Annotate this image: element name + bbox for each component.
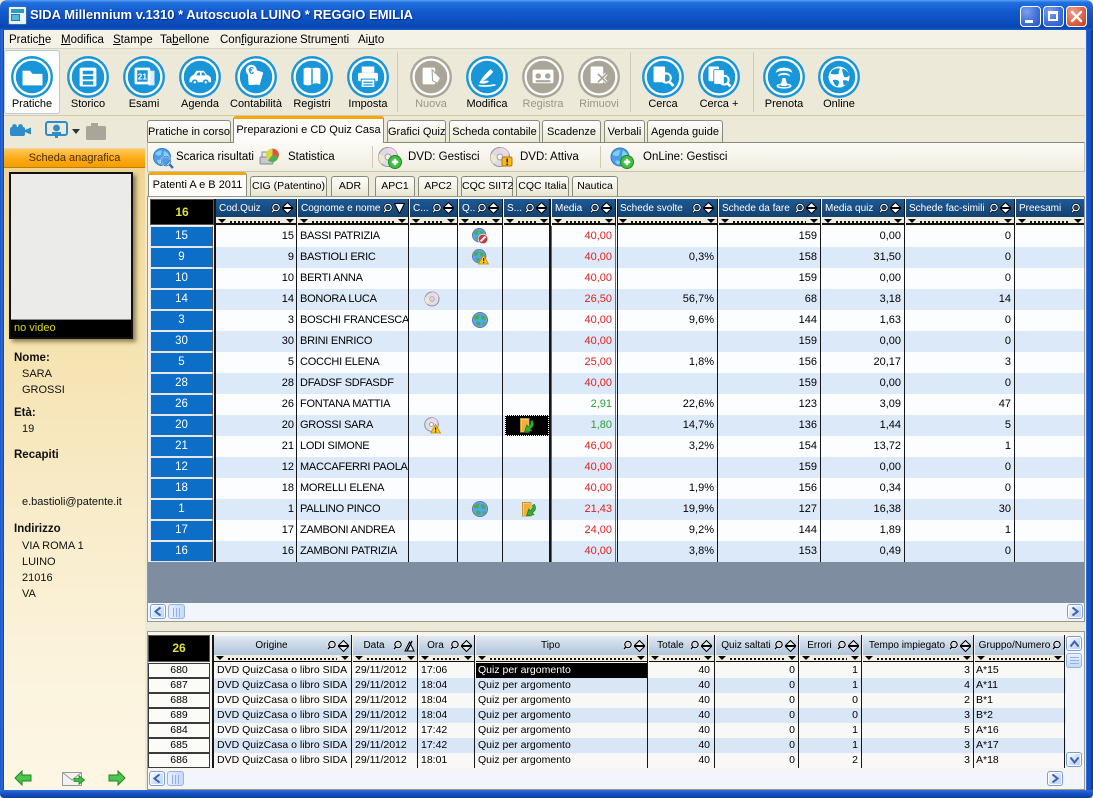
- svg-text:21: 21: [138, 72, 148, 82]
- svg-text:€: €: [249, 66, 255, 77]
